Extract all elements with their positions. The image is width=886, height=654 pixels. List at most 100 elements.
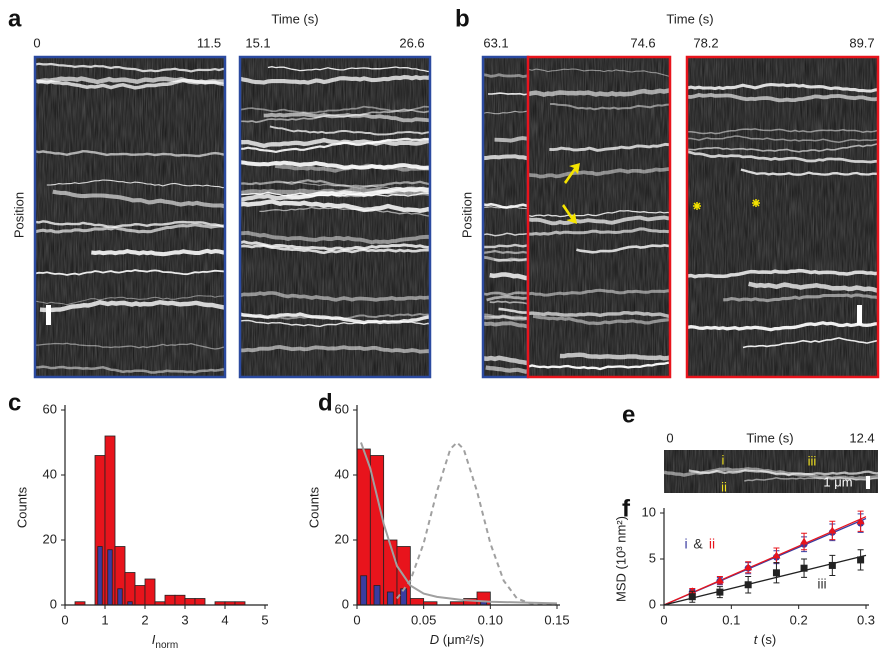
time-value: 26.6	[399, 35, 424, 50]
streak	[687, 92, 878, 103]
streak	[483, 314, 528, 321]
streak	[687, 135, 878, 143]
streak	[528, 68, 670, 77]
kymo-border	[685, 55, 880, 379]
arrow	[562, 204, 577, 224]
x-tick-label: 0.2	[790, 612, 808, 627]
x-tick-label: 4	[221, 612, 228, 627]
streak	[483, 110, 528, 115]
y-label: Counts	[306, 486, 321, 528]
x-label-part: (s)	[761, 632, 776, 647]
streak	[267, 66, 430, 73]
kymo-grain	[483, 57, 528, 377]
streak	[274, 163, 430, 173]
streak	[269, 125, 430, 136]
x-label: Inorm	[152, 632, 178, 650]
annotation: &	[693, 536, 703, 552]
streak	[528, 310, 670, 319]
streak	[240, 137, 430, 149]
track-label: iii	[808, 453, 817, 468]
annotation: ii	[709, 536, 715, 552]
y-tick-label: 60	[43, 401, 57, 416]
streak	[485, 365, 528, 374]
track-label: ii	[721, 479, 727, 494]
x-label-part: norm	[155, 640, 178, 651]
streak	[240, 291, 430, 302]
x-tick-label: 0	[61, 612, 68, 627]
time-value: 15.1	[245, 35, 270, 50]
kymograph	[687, 57, 878, 377]
kymograph	[664, 450, 878, 493]
point	[716, 588, 724, 596]
streak	[740, 168, 878, 176]
kymograph-overlay: i ii iii 1 μm	[46, 163, 870, 494]
point	[772, 551, 781, 559]
x-label: D (μm²/s)	[430, 632, 484, 647]
streak	[240, 187, 430, 197]
y-tick-label: 40	[335, 466, 349, 481]
streak	[576, 243, 670, 254]
streak	[687, 321, 878, 332]
x-tick-label: 0.15	[544, 612, 569, 627]
x-label-part: t	[754, 632, 759, 647]
y-label: Position	[11, 192, 26, 238]
chart: 0 20 40 60 0 1 2 3 4 5 Counts Inorm	[14, 401, 268, 650]
streak	[483, 232, 528, 237]
fit-curve	[396, 441, 558, 606]
streak	[688, 469, 878, 477]
x-label-part: I	[152, 632, 156, 647]
kymo-grain	[528, 57, 670, 377]
time-label: Time (s)	[271, 11, 318, 26]
streak	[483, 154, 528, 161]
panel-letter: a	[8, 5, 22, 32]
streak	[528, 288, 670, 297]
kymo-border	[526, 55, 672, 379]
point	[744, 581, 752, 589]
streak	[532, 314, 670, 326]
streak	[483, 355, 528, 366]
x-tick-label: 0.3	[857, 612, 875, 627]
kymograph	[240, 57, 430, 377]
streak	[35, 295, 225, 306]
streak	[744, 477, 878, 482]
kymo-grain	[240, 57, 430, 377]
streak	[742, 337, 878, 349]
bar	[97, 546, 103, 606]
bar	[194, 598, 206, 606]
y-tick-label: 40	[43, 466, 57, 481]
time-value: 11.5	[197, 35, 221, 50]
y-tick-label: 20	[335, 531, 349, 546]
x-label: t (s)	[754, 632, 776, 647]
streak	[483, 243, 528, 249]
streak	[687, 142, 878, 153]
x-tick-label: 0	[353, 612, 360, 627]
time-value: 0	[666, 430, 673, 445]
streak	[46, 179, 225, 189]
point	[856, 517, 865, 525]
time-value: 63.1	[483, 35, 508, 50]
streak	[35, 62, 225, 73]
time-value: 0	[33, 35, 40, 50]
time-value: 89.7	[849, 35, 874, 50]
asterisk	[693, 202, 701, 210]
streak	[240, 319, 430, 328]
x-tick-label: 1	[101, 612, 108, 627]
point	[772, 569, 780, 577]
panel-letter: f	[622, 495, 631, 522]
panel-letter: e	[622, 401, 635, 428]
streak	[664, 467, 878, 481]
point	[800, 564, 808, 572]
streak	[687, 128, 878, 135]
streak	[35, 149, 225, 158]
kymographs	[33, 55, 880, 493]
bar	[134, 585, 146, 606]
axes	[663, 508, 869, 606]
x-tick-label: 5	[261, 612, 268, 627]
streak	[240, 344, 430, 354]
streak	[559, 352, 670, 361]
y-label: MSD (10³ nm²)	[613, 516, 628, 602]
x-tick-label: 0	[660, 612, 667, 627]
bar	[386, 591, 394, 606]
track-label: i	[722, 452, 725, 467]
